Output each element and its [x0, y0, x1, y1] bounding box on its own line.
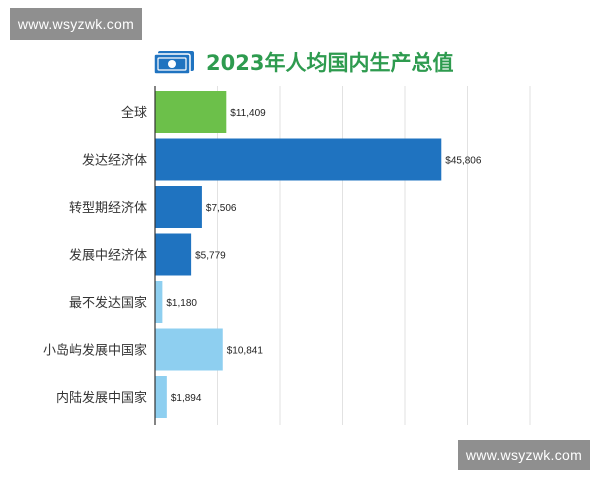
- category-label: 发展中经济体: [69, 248, 147, 264]
- bar-value-label: $10,841: [227, 346, 264, 357]
- bar: [155, 91, 227, 133]
- watermark-top: www.wsyzwk.com: [10, 8, 142, 40]
- category-label: 最不发达国家: [69, 295, 147, 311]
- bar: [155, 376, 167, 418]
- bar-value-label: $1,894: [171, 393, 202, 404]
- chart-title: 2023年人均国内生产总值: [206, 51, 454, 75]
- bar: [155, 138, 442, 181]
- category-label: 全球: [121, 105, 147, 121]
- chart-header: 2023年人均国内生产总值: [152, 44, 453, 80]
- category-label: 转型期经济体: [69, 201, 147, 216]
- bar-value-label: $1,180: [166, 298, 197, 309]
- bar-value-label: $5,779: [195, 251, 226, 262]
- bar: [155, 281, 163, 323]
- money-bill-icon: [153, 51, 194, 75]
- bar: [155, 233, 192, 276]
- bar: [155, 328, 223, 371]
- bar-value-label: $11,409: [230, 108, 266, 119]
- bar-series: $11,409 $45,806 $7,506 $5,779 $1,180 $10,841 $…: [155, 91, 482, 418]
- bar-value-label: $45,806: [445, 156, 482, 167]
- category-label: 内陆发展中国家: [56, 390, 147, 406]
- bar: [155, 186, 202, 228]
- category-label: 发达经济体: [82, 153, 147, 169]
- bar-value-label: $7,506: [206, 203, 237, 214]
- gridlines: [217, 86, 531, 425]
- category-label: 小岛屿发展中国家: [43, 343, 147, 359]
- watermark-bottom: www.wsyzwk.com: [458, 440, 590, 470]
